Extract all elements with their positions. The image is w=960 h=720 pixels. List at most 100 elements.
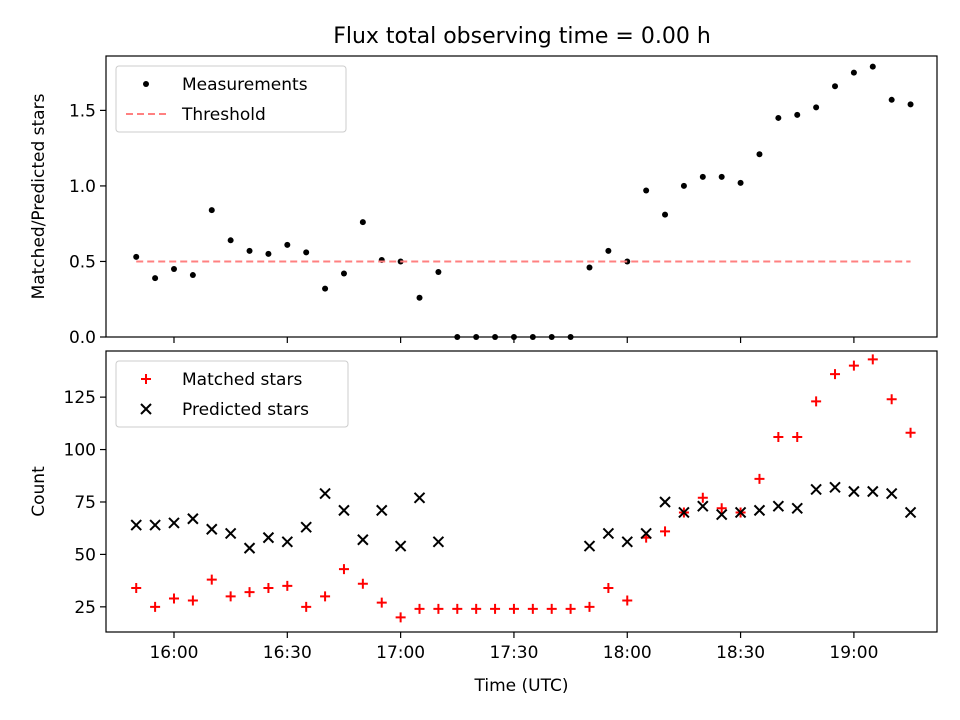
predicted-star-point bbox=[848, 485, 860, 498]
matched-star-point bbox=[150, 601, 161, 612]
predicted-star-point bbox=[206, 523, 218, 535]
measurement-point bbox=[322, 285, 329, 292]
measurement-point bbox=[680, 182, 687, 189]
y-tick-label: 75 bbox=[74, 493, 96, 513]
predicted-star-point bbox=[772, 500, 785, 512]
measurement-point bbox=[359, 219, 366, 226]
matched-star-point bbox=[490, 603, 501, 614]
matched-star-point bbox=[357, 578, 368, 589]
predicted-star-point bbox=[753, 504, 766, 517]
measurement-point bbox=[832, 83, 839, 90]
matched-star-point bbox=[376, 597, 387, 608]
matched-star-point bbox=[471, 603, 482, 614]
predicted-star-point bbox=[394, 540, 407, 552]
measurement-point bbox=[643, 187, 650, 194]
predicted-star-point bbox=[187, 513, 199, 525]
matched-star-point bbox=[867, 354, 878, 365]
predicted-star-point bbox=[810, 483, 822, 496]
predicted-star-point bbox=[243, 542, 256, 554]
measurement-point bbox=[265, 250, 272, 257]
predicted-star-point bbox=[168, 517, 180, 529]
matched-star-point bbox=[754, 473, 765, 484]
matched-star-point bbox=[452, 603, 463, 614]
count-axes: 16:00 16:30 17:00 17:30 18:00 18:30 19:00 25 50 7… bbox=[29, 350, 938, 696]
predicted-star-point bbox=[715, 508, 728, 521]
matched-star-point bbox=[433, 603, 444, 614]
measurement-point bbox=[869, 63, 876, 70]
predicted-star-point bbox=[376, 504, 388, 517]
measurement-point bbox=[662, 211, 669, 218]
predicted-star-point bbox=[791, 502, 803, 514]
predicted-star-point bbox=[583, 540, 596, 552]
matched-star-point bbox=[830, 369, 841, 380]
x-tick-label: 17:00 bbox=[376, 643, 425, 663]
measurement-point bbox=[718, 173, 725, 180]
matched-star-point bbox=[301, 601, 312, 612]
measurement-point bbox=[227, 237, 234, 244]
measurement-point bbox=[775, 114, 782, 121]
legend-label: Threshold bbox=[181, 105, 266, 125]
matched-star-point bbox=[395, 612, 406, 623]
matched-star-point bbox=[338, 564, 349, 575]
predicted-star-point bbox=[224, 527, 237, 540]
y-tick-label: 100 bbox=[64, 441, 96, 461]
legend-marker bbox=[143, 81, 149, 87]
matched-star-point bbox=[886, 394, 897, 405]
matched-star-point bbox=[811, 396, 822, 407]
measurement-point bbox=[813, 104, 820, 111]
y-tick-label: 1.0 bbox=[69, 177, 96, 197]
predicted-star-point bbox=[130, 519, 142, 531]
matched-star-point bbox=[527, 603, 538, 614]
x-axis-label: Time (UTC) bbox=[474, 676, 569, 696]
x-tick-label: 19:00 bbox=[829, 643, 878, 663]
chart-title: Flux total observing time = 0.00 h bbox=[333, 24, 711, 49]
x-tick-label: 18:00 bbox=[603, 643, 652, 663]
x-tick-label: 16:00 bbox=[149, 643, 198, 663]
legend-label: Predicted stars bbox=[182, 400, 309, 420]
matched-star-point bbox=[905, 427, 916, 438]
matched-star-point bbox=[282, 580, 293, 591]
legend-box bbox=[115, 360, 349, 428]
measurement-point bbox=[246, 247, 253, 254]
predicted-star-point bbox=[602, 527, 615, 540]
measurement-point bbox=[303, 249, 310, 256]
legend-marker bbox=[140, 403, 152, 415]
matched-star-point bbox=[622, 595, 633, 606]
predicted-star-point bbox=[734, 506, 747, 519]
predicted-star-point bbox=[621, 536, 633, 548]
matched-star-point bbox=[168, 593, 179, 604]
measurement-point bbox=[284, 241, 291, 248]
y-tick-label: 50 bbox=[74, 545, 96, 565]
legend-label: Measurements bbox=[182, 75, 308, 95]
measurement-point bbox=[605, 247, 612, 254]
x-tick-label: 16:30 bbox=[263, 643, 312, 663]
y-tick-label: 25 bbox=[74, 598, 96, 618]
predicted-star-point bbox=[885, 487, 898, 500]
measurement-point bbox=[888, 96, 895, 103]
matched-star-point bbox=[206, 574, 217, 585]
x-tick-label: 18:30 bbox=[716, 643, 765, 663]
predicted-star-point bbox=[904, 506, 917, 519]
matched-star-point bbox=[244, 587, 255, 598]
matched-star-point bbox=[508, 603, 519, 614]
legend-label: Matched stars bbox=[182, 370, 302, 390]
matched-star-point bbox=[716, 503, 727, 514]
measurement-point bbox=[416, 294, 423, 301]
matched-star-point bbox=[584, 601, 595, 612]
predicted-star-point bbox=[678, 506, 690, 519]
predicted-star-point bbox=[300, 521, 312, 533]
matched-star-point bbox=[546, 603, 557, 614]
matched-star-point bbox=[848, 360, 859, 371]
measurement-point bbox=[208, 207, 215, 214]
measurement-point bbox=[907, 101, 914, 108]
matched-star-point bbox=[697, 492, 708, 503]
measurement-point bbox=[152, 275, 159, 282]
y-tick-label: 1.5 bbox=[69, 101, 96, 121]
predicted-star-point bbox=[829, 481, 841, 494]
predicted-star-point bbox=[319, 487, 331, 500]
measurement-point bbox=[170, 266, 177, 273]
matched-star-point bbox=[320, 591, 331, 602]
matched-star-point bbox=[225, 591, 236, 602]
measurement-point bbox=[737, 179, 744, 186]
matched-star-point bbox=[773, 431, 784, 442]
